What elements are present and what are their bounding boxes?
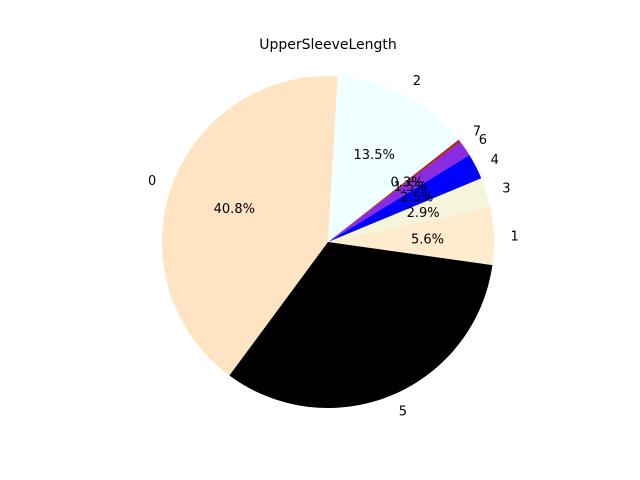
slice-percent-1: 5.6% [411, 232, 444, 247]
slice-percent-7: 0.3% [390, 175, 423, 190]
slice-percent-0: 40.8% [214, 202, 255, 217]
pie-slice-3 [328, 178, 491, 242]
slice-percent-4: 2.5% [400, 191, 433, 206]
slice-label-6: 6 [479, 133, 487, 148]
slice-percent-3: 2.9% [407, 206, 440, 221]
slice-label-7: 7 [473, 125, 481, 140]
pie-slice-4 [328, 155, 482, 242]
pie-slice-2 [328, 76, 459, 242]
chart-title: UpperSleeveLength [259, 37, 397, 53]
slice-percent-2: 13.5% [354, 148, 395, 163]
slice-label-0: 0 [148, 174, 156, 189]
pie-slice-7 [328, 139, 461, 242]
slice-label-2: 2 [413, 74, 421, 89]
slice-label-4: 4 [491, 153, 499, 168]
pie-slice-5 [229, 242, 493, 408]
pie-slice-6 [328, 142, 470, 242]
slice-label-1: 1 [511, 229, 519, 244]
pie-slices [162, 76, 494, 408]
pie-slice-0 [162, 76, 338, 376]
slice-label-3: 3 [502, 182, 510, 197]
pie-labels: 1 5.6% 3 2.9% 4 2.5% 6 1.5% 7 0.3% 2 13.5% 0 40.8% 5 [148, 74, 519, 419]
pie-slice-1 [328, 207, 494, 266]
slice-percent-6: 1.5% [394, 180, 427, 195]
slice-label-5: 5 [399, 404, 407, 419]
